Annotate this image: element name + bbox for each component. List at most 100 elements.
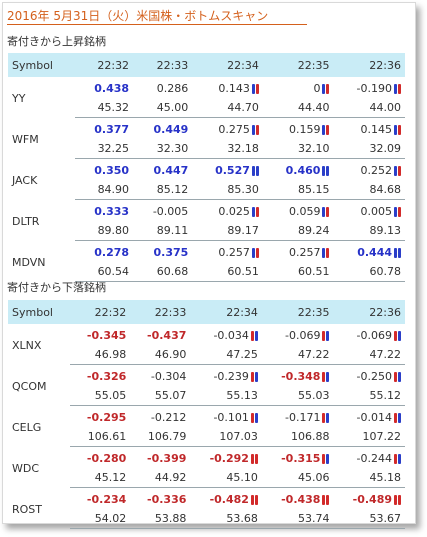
change-value: -0.171 <box>284 411 321 424</box>
table-row-price: 106.61 106.79 107.03 106.88 107.22 <box>8 427 405 447</box>
symbol-cell: WFM <box>12 132 39 146</box>
blue-bar-icon <box>251 207 255 217</box>
red-bar-icon <box>398 495 401 505</box>
blue-bar-icon <box>326 166 330 176</box>
red-bar-icon <box>255 248 259 258</box>
price-cell: 32.10 <box>262 139 334 159</box>
trend-indicator-icon <box>250 372 258 382</box>
change-cell: -0.438 <box>262 488 334 510</box>
trend-indicator-icon <box>321 84 330 94</box>
change-value: -0.101 <box>213 411 249 424</box>
change-cell: -0.437 <box>130 324 190 345</box>
change-cell: 0.275 <box>192 118 263 140</box>
trend-indicator-icon <box>393 207 401 217</box>
red-bar-icon <box>250 413 254 423</box>
red-bar-icon <box>250 372 254 382</box>
change-cell: -0.212 <box>130 406 190 428</box>
change-cell: -0.315 <box>262 447 334 469</box>
trend-indicator-icon <box>251 84 259 94</box>
change-value: -0.326 <box>86 370 127 383</box>
blue-bar-icon <box>398 331 401 341</box>
price-cell: 60.68 <box>133 262 193 282</box>
blue-bar-icon <box>254 413 258 423</box>
change-cell: -0.295 <box>70 406 130 428</box>
change-cell: 0.257 <box>263 241 334 263</box>
price-cell: 47.22 <box>333 345 405 365</box>
change-value: 0.159 <box>288 123 321 136</box>
change-cell: 0.159 <box>263 118 334 140</box>
red-bar-icon <box>322 413 326 423</box>
trend-indicator-icon <box>250 495 258 505</box>
trend-indicator-icon <box>250 331 258 341</box>
trend-indicator-icon <box>251 207 259 217</box>
red-bar-icon <box>394 372 397 382</box>
table-row-price: 46.98 46.90 47.25 47.22 47.22 <box>8 345 405 365</box>
price-cell: 32.30 <box>133 139 193 159</box>
change-cell: 0.286 <box>133 77 192 98</box>
change-value: 0.449 <box>153 123 189 136</box>
trend-indicator-icon <box>393 413 401 423</box>
price-cell: 55.12 <box>333 386 405 406</box>
price-cell: 44.00 <box>333 98 405 118</box>
change-cell: 0.333 <box>75 200 133 222</box>
change-cell: -0.280 <box>70 447 130 469</box>
trend-indicator-icon <box>393 372 401 382</box>
change-value: 0.145 <box>360 123 393 136</box>
blue-bar-icon <box>251 125 255 135</box>
trend-indicator-icon <box>321 454 330 464</box>
trend-indicator-icon <box>251 125 259 135</box>
column-header: 22:36 <box>333 300 405 324</box>
blue-bar-icon <box>251 166 255 176</box>
table-row-price: 55.05 55.07 55.13 55.03 55.12 <box>8 386 405 406</box>
trend-indicator-icon <box>321 372 330 382</box>
blue-bar-icon <box>394 207 397 217</box>
change-value: -0.250 <box>356 370 392 383</box>
price-cell: 44.92 <box>130 468 191 488</box>
blue-bar-icon <box>326 454 330 464</box>
change-value: -0.482 <box>209 493 249 506</box>
red-bar-icon <box>398 166 401 176</box>
change-value: 0.025 <box>218 205 250 218</box>
price-cell: 47.25 <box>190 345 262 365</box>
red-bar-icon <box>398 84 401 94</box>
price-cell: 53.74 <box>261 509 334 529</box>
change-cell: 0.005 <box>333 200 405 222</box>
blue-bar-icon <box>254 372 258 382</box>
change-value: -0.069 <box>356 329 392 342</box>
column-header: Symbol <box>8 300 71 324</box>
up-table-header: Symbol 22:32 22:33 22:34 22:35 22:36 <box>8 53 405 77</box>
trend-indicator-icon <box>321 125 330 135</box>
price-cell: 106.88 <box>261 427 334 447</box>
table-row-price: 45.12 44.92 45.10 45.06 45.18 <box>8 468 405 488</box>
change-cell: 0.438 <box>75 77 133 98</box>
red-bar-icon <box>255 125 259 135</box>
blue-bar-icon <box>322 125 326 135</box>
down-section-heading: 寄付きから下落銘柄 <box>7 281 106 294</box>
change-value: -0.489 <box>352 493 392 506</box>
price-cell: 85.12 <box>133 180 193 200</box>
red-bar-icon <box>250 495 254 505</box>
change-value: 0.350 <box>94 164 130 177</box>
table-row: MDVN 0.278 0.375 0.257 0.257 0.444 <box>8 241 405 269</box>
change-value: -0.244 <box>356 452 392 465</box>
change-cell: 0.460 <box>263 159 334 181</box>
change-cell: -0.190 <box>333 77 405 98</box>
symbol-cell: ROST <box>12 502 43 516</box>
change-cell: -0.336 <box>130 488 190 510</box>
red-bar-icon <box>326 84 330 94</box>
symbol-cell: WDC <box>12 461 40 475</box>
change-value: -0.292 <box>209 452 249 465</box>
red-bar-icon <box>398 207 401 217</box>
change-cell: 0.527 <box>192 159 263 181</box>
red-bar-icon <box>250 454 254 464</box>
change-cell: -0.399 <box>130 447 190 469</box>
blue-bar-icon <box>394 125 397 135</box>
red-bar-icon <box>394 495 397 505</box>
blue-bar-icon <box>322 84 326 94</box>
trend-indicator-icon <box>321 207 330 217</box>
price-cell: 89.24 <box>262 221 334 241</box>
red-bar-icon <box>254 454 258 464</box>
price-cell: 46.90 <box>130 345 191 365</box>
change-cell: 0.377 <box>75 118 133 140</box>
change-value: 0.438 <box>94 82 130 95</box>
